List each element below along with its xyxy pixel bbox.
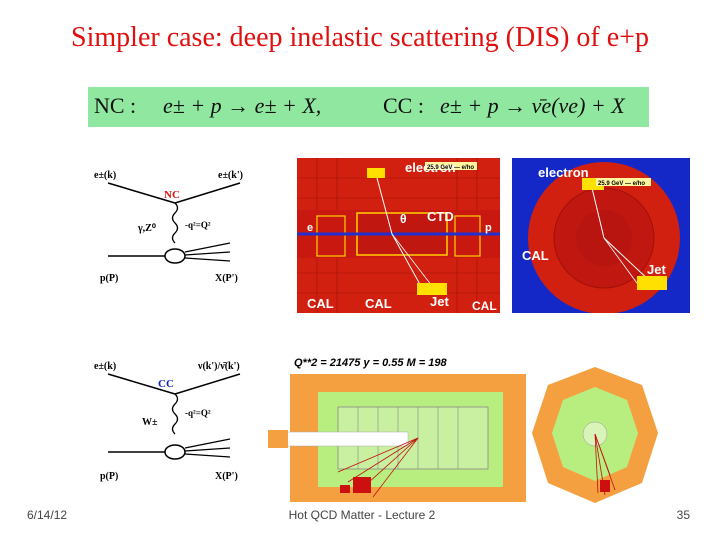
cc-label: CC :: [383, 93, 424, 118]
side-electron-label: electron: [405, 160, 456, 175]
side-jet-label: Jet: [430, 294, 449, 309]
cc-boson-label: W±: [142, 417, 158, 428]
cc-feynman-diagram: e±(k) ν(k')/ν̄(k') CC W± -q²=Q² p(P) X(P…: [90, 352, 265, 492]
cc-event-header: Q**2 = 21475 y = 0.55 M = 198: [294, 357, 447, 369]
side-cal-label-2: CAL: [365, 296, 392, 311]
end-jet-label: Jet: [647, 262, 666, 277]
footer-page-number: 35: [676, 508, 690, 522]
nc-feynman-diagram: e±(k) e±(k') NC γ,Z⁰ -q²=Q² p(P) X(P'): [90, 148, 265, 298]
cc-event-end-view: [530, 365, 660, 505]
side-beam-p-label: p: [485, 222, 492, 234]
end-cal-label: CAL: [522, 248, 549, 263]
cc-momentum-transfer: -q²=Q²: [185, 408, 211, 418]
nc-event-side-view: electron 25.9 GeV — e/ho θ CTD e p CAL C…: [297, 158, 500, 313]
side-cal-label-1: CAL: [307, 296, 334, 311]
side-cal-label-3: CAL: [472, 299, 497, 313]
end-energy-box: 25.9 GeV — e/ho: [598, 181, 645, 187]
nc-hadrons-label: X(P'): [215, 273, 238, 284]
nc-label: NC :: [94, 93, 137, 118]
nc-incoming-lepton: e±(k): [94, 170, 116, 181]
cc-hadrons-label: X(P'): [215, 471, 238, 482]
cc-proton-label: p(P): [100, 471, 118, 482]
side-ctd-label: CTD: [427, 209, 454, 224]
nc-proton-label: p(P): [100, 273, 118, 284]
side-energy-box: 25.9 GeV — e/ho: [427, 165, 474, 171]
cc-event-side-view: Q**2 = 21475 y = 0.55 M = 198: [267, 352, 526, 502]
nc-boson-label: γ,Z⁰: [137, 223, 156, 234]
nc-event-end-view: electron 25.9 GeV — e/ho CAL Jet: [512, 158, 690, 314]
cc-reaction: e± + p → ν̄e(νe) + X: [440, 93, 625, 118]
footer-lecture-title: Hot QCD Matter - Lecture 2: [288, 508, 436, 522]
nc-reaction: e± + p → e± + X,: [163, 93, 322, 118]
nc-outgoing-lepton: e±(k'): [218, 170, 243, 181]
side-beam-e-label: e: [307, 222, 313, 234]
nc-vertex-label: NC: [164, 189, 180, 201]
reaction-formula-bar: NC : e± + p → e± + X, CC : e± + p → ν̄e(…: [88, 87, 649, 127]
cc-incoming-lepton: e±(k): [94, 361, 116, 372]
end-electron-label: electron: [538, 165, 589, 180]
cc-outgoing-neutrino: ν(k')/ν̄(k'): [197, 361, 240, 372]
side-theta-label: θ: [400, 212, 407, 226]
cc-vertex-label: CC: [158, 378, 174, 390]
nc-momentum-transfer: -q²=Q²: [185, 220, 211, 230]
slide-title: Simpler case: deep inelastic scattering …: [71, 22, 649, 53]
footer-date: 6/14/12: [27, 508, 68, 522]
